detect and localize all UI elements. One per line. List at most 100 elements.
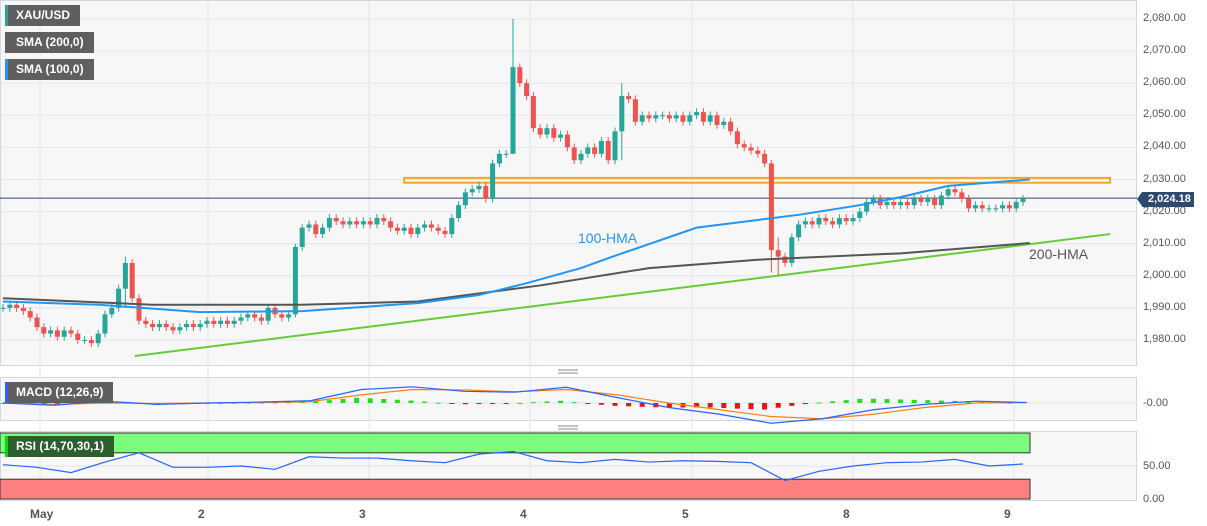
macd-histogram-bar — [326, 400, 332, 403]
candle — [938, 195, 944, 206]
hma100-label: 100-HMA — [578, 230, 638, 246]
time-tick: May — [30, 507, 54, 521]
candle — [0, 307, 6, 309]
candle — [136, 298, 142, 321]
macd-histogram-bar — [598, 403, 604, 405]
price-tick: 2,030.00 — [1143, 172, 1186, 185]
macd-histogram-bar — [299, 402, 305, 404]
candle — [816, 218, 822, 225]
macd-histogram-bar — [925, 400, 931, 403]
macd-histogram-bar — [938, 400, 944, 403]
macd-histogram-bar — [639, 403, 645, 407]
candle — [245, 314, 251, 318]
candle — [571, 147, 577, 161]
macd-histogram-bar — [544, 401, 550, 403]
macd-histogram-bar — [789, 403, 795, 406]
candle — [830, 221, 836, 225]
price-tick: 2,080.00 — [1143, 12, 1186, 24]
candle — [966, 198, 972, 209]
candle — [1000, 205, 1006, 209]
candle — [639, 115, 645, 122]
macd-histogram-bar — [762, 403, 768, 410]
candle — [558, 134, 564, 138]
macd-histogram-bar — [354, 397, 360, 403]
time-tick: 2 — [198, 507, 205, 521]
candle — [979, 205, 985, 209]
candle — [734, 131, 740, 145]
candle — [320, 227, 326, 235]
candle — [911, 198, 917, 206]
candle — [660, 115, 666, 117]
candle — [809, 221, 815, 225]
candle — [687, 115, 693, 122]
candle — [184, 323, 190, 328]
macd-histogram-bar — [571, 402, 577, 404]
candle — [469, 189, 475, 193]
candle — [231, 320, 237, 324]
candle — [843, 218, 849, 222]
candle — [204, 320, 210, 324]
candle — [510, 67, 516, 154]
candle — [442, 230, 448, 235]
rsi-oversold-zone — [0, 478, 1031, 500]
candle — [449, 218, 455, 235]
candle — [653, 115, 659, 119]
candle — [415, 227, 421, 235]
candle — [680, 115, 686, 122]
candle — [150, 323, 156, 328]
candle — [401, 227, 407, 231]
candle — [306, 224, 312, 228]
macd-histogram-bar — [394, 399, 400, 403]
time-tick: 8 — [843, 507, 850, 521]
candle — [224, 320, 230, 324]
macd-histogram-bar — [585, 403, 591, 404]
macd-histogram-bar — [340, 398, 346, 403]
candle — [503, 153, 509, 155]
legend-sma100[interactable]: SMA (100,0) — [5, 59, 94, 80]
time-tick: 3 — [359, 507, 366, 521]
support-trendline — [134, 233, 1111, 358]
candle — [374, 218, 380, 225]
candle — [884, 201, 890, 206]
candle — [789, 237, 795, 263]
macd-histogram-bar — [449, 403, 455, 404]
candle — [347, 221, 353, 225]
candle — [265, 307, 271, 321]
macd-histogram-bar — [626, 403, 632, 407]
candle — [299, 227, 305, 247]
macd-histogram-bar — [367, 398, 373, 403]
legend-macd[interactable]: MACD (12,26,9) — [5, 382, 114, 403]
price-tick: 2,020.00 — [1143, 204, 1186, 217]
candle — [1013, 201, 1019, 209]
legend-symbol[interactable]: XAU/USD — [5, 5, 81, 26]
candle — [945, 189, 951, 196]
candle — [605, 140, 611, 161]
candle — [428, 224, 434, 228]
candle — [585, 147, 591, 154]
candle — [551, 128, 557, 138]
candle — [279, 314, 285, 318]
candle — [918, 198, 924, 202]
candle — [714, 115, 720, 125]
candle — [163, 323, 169, 328]
candle — [75, 333, 81, 340]
candle — [88, 340, 94, 344]
candle — [68, 330, 74, 334]
candle — [34, 317, 40, 328]
candle — [796, 224, 802, 238]
candle — [238, 317, 244, 321]
candle — [986, 208, 992, 210]
macd-axis-label: -0.00 — [1143, 397, 1169, 409]
macd-histogram-bar — [517, 402, 523, 404]
candle — [857, 211, 863, 219]
candle — [782, 256, 788, 263]
candle — [292, 246, 298, 315]
candle — [741, 144, 747, 148]
candle — [891, 201, 897, 206]
macd-histogram-bar — [843, 400, 849, 403]
candle — [802, 221, 808, 225]
legend-rsi[interactable]: RSI (14,70,30,1) — [5, 436, 115, 457]
legend-sma200[interactable]: SMA (200,0) — [5, 32, 94, 53]
candle — [721, 121, 727, 125]
